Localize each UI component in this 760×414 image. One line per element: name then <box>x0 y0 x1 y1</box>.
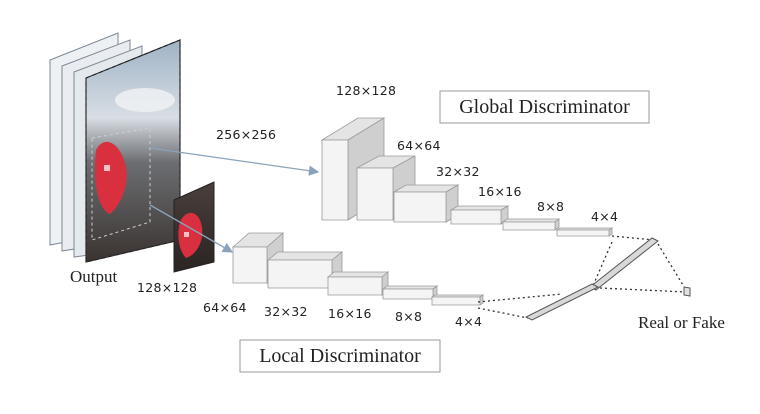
global-size-label: 4×4 <box>591 209 618 224</box>
global-input-size-label: 256×256 <box>216 127 276 142</box>
global-size-label: 64×64 <box>397 138 441 153</box>
local-size-label: 16×16 <box>328 306 372 321</box>
local-input-arrow <box>149 204 234 253</box>
global-size-label: 32×32 <box>436 164 480 179</box>
local-title-box: Local Discriminator <box>239 339 441 373</box>
local-size-label: 32×32 <box>264 304 308 319</box>
local-discriminator-blocks <box>231 232 485 306</box>
global-size-label: 16×16 <box>478 184 522 199</box>
local-size-label: 64×64 <box>203 300 247 315</box>
real-or-fake-label: Real or Fake <box>638 313 725 332</box>
global-size-label: 8×8 <box>537 199 564 214</box>
global-layer-block <box>555 227 614 237</box>
output-node <box>683 286 691 297</box>
global-title-box: Global Discriminator <box>439 90 650 124</box>
global-layer-block <box>392 184 460 223</box>
global-input-arrow <box>149 147 320 176</box>
fully-connected-layers <box>524 237 691 321</box>
local-input-size-label: 128×128 <box>137 280 197 295</box>
global-layer-block <box>501 218 561 231</box>
local-layer-block <box>381 285 439 300</box>
output-photo <box>85 39 181 263</box>
global-size-label: 128×128 <box>336 83 396 98</box>
fc-connections <box>477 235 687 319</box>
local-title: Local Discriminator <box>259 345 421 367</box>
arrows <box>149 147 320 253</box>
local-size-label: 8×8 <box>395 309 422 324</box>
local-layer-block <box>430 294 485 306</box>
global-layer-block <box>449 205 510 225</box>
local-layer-block <box>326 271 390 296</box>
local-size-label: 4×4 <box>455 314 482 329</box>
output-image-stack <box>49 32 181 263</box>
global-discriminator-blocks <box>320 117 614 237</box>
global-title: Global Discriminator <box>459 96 630 118</box>
output-label: Output <box>70 267 118 286</box>
